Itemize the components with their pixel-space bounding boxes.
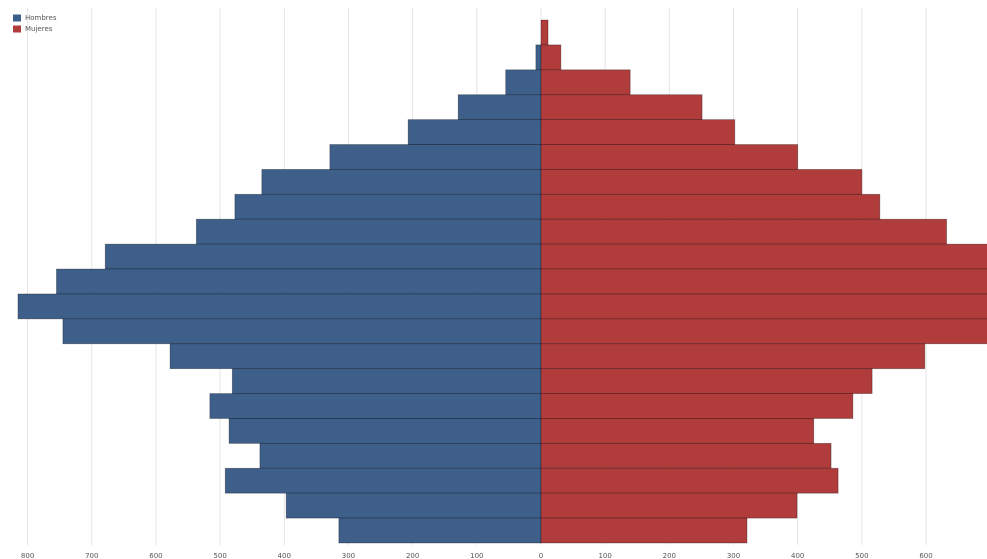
x-tick-label: 300 [342, 552, 355, 559]
bar [540, 144, 799, 170]
bar [62, 318, 542, 345]
bar [540, 517, 748, 544]
bar [17, 293, 542, 320]
bar [338, 517, 542, 544]
x-tick-label: 600 [149, 552, 162, 559]
legend-swatch [13, 25, 21, 33]
bar [540, 368, 873, 394]
bar [457, 94, 542, 121]
bar [195, 218, 542, 245]
x-tick-label: 300 [727, 552, 740, 559]
bar [56, 268, 542, 295]
bar [104, 243, 542, 270]
bar [540, 467, 839, 494]
bar [540, 94, 703, 121]
bar [329, 144, 542, 170]
bar [261, 169, 542, 195]
bar [540, 193, 881, 220]
bar [169, 343, 542, 370]
bar [535, 44, 542, 71]
x-tick-label: 400 [278, 552, 291, 559]
legend-label: Hombres [25, 14, 57, 22]
x-tick-label: 200 [406, 552, 419, 559]
bar [540, 343, 926, 370]
bar [540, 418, 815, 444]
x-tick-label: 500 [213, 552, 226, 559]
bar [209, 393, 542, 419]
x-tick-label: 100 [598, 552, 611, 559]
bar [285, 492, 542, 519]
bar [540, 19, 549, 46]
x-tick-label: 800 [21, 552, 34, 559]
bar [407, 119, 542, 145]
bar [540, 69, 631, 96]
bar [540, 119, 736, 145]
bar [540, 293, 987, 320]
legend-swatch [13, 14, 21, 22]
bar [540, 393, 854, 419]
bar [540, 492, 798, 519]
bar [259, 442, 542, 469]
bar [505, 69, 542, 96]
bar [540, 44, 562, 71]
x-tick-label: 700 [85, 552, 98, 559]
bar [540, 169, 863, 195]
bar [224, 467, 542, 494]
bar [234, 193, 542, 220]
bar [228, 418, 542, 444]
legend-label: Mujeres [25, 25, 53, 33]
bar [540, 442, 832, 469]
bar [231, 368, 542, 394]
x-tick-label: 100 [470, 552, 483, 559]
x-tick-label: 500 [855, 552, 868, 559]
x-tick-label: 200 [663, 552, 676, 559]
bar [540, 218, 947, 245]
x-tick-label: 0 [539, 552, 543, 559]
x-tick-label: 400 [791, 552, 804, 559]
bar [540, 243, 987, 270]
bar [540, 318, 987, 345]
bar [540, 268, 987, 295]
x-tick-label: 600 [919, 552, 932, 559]
